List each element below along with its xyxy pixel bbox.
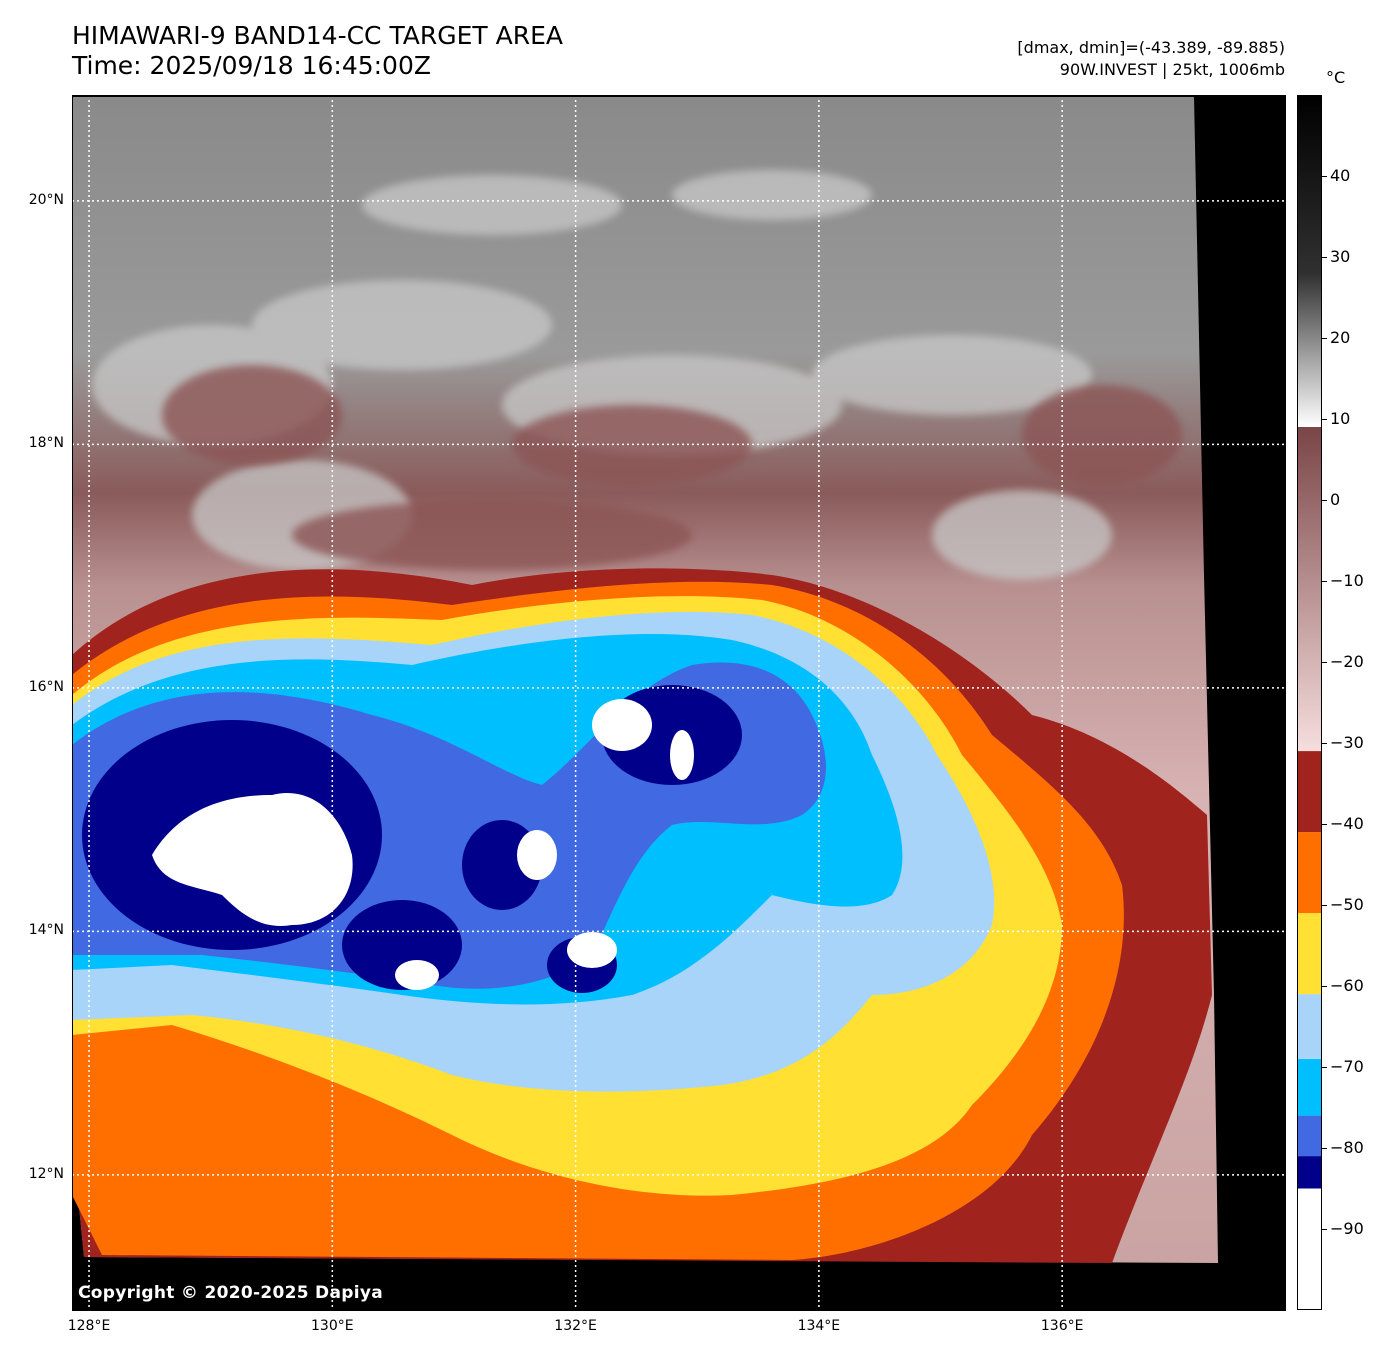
colorbar-gradient [1297, 95, 1322, 752]
temperature-range-label: [dmax, dmin]=(-43.389, -89.885) [1017, 38, 1285, 57]
colorbar-segment [1297, 994, 1322, 1059]
colorbar-tickmark [1322, 743, 1327, 744]
colorbar-segment [1297, 1188, 1322, 1310]
colorbar-tick-label: −30 [1330, 733, 1364, 752]
colorbar-tick-label: −90 [1330, 1219, 1364, 1238]
infrared-imagery [72, 95, 1286, 1310]
colorbar-tickmark [1322, 338, 1327, 339]
colorbar-tickmark [1322, 176, 1327, 177]
colorbar-tickmark [1322, 500, 1327, 501]
colorbar-tickmark [1322, 905, 1327, 906]
colorbar-segment [1297, 751, 1322, 833]
colorbar-tickmark [1322, 1067, 1327, 1068]
colorbar-tick-label: 20 [1330, 328, 1351, 347]
colorbar-tick-label: −60 [1330, 976, 1364, 995]
colorbar-segment [1297, 1156, 1322, 1189]
colorbar-segment [1297, 832, 1322, 914]
latitude-label: 12°N [28, 1165, 64, 1182]
colorbar [1297, 95, 1322, 1310]
cloud-field [72, 170, 1212, 1263]
latitude-label: 18°N [28, 435, 64, 452]
colorbar-tickmark [1322, 419, 1327, 420]
satellite-map [72, 95, 1286, 1310]
longitude-label: 136°E [1040, 1318, 1084, 1334]
colorbar-tick-label: −10 [1330, 571, 1364, 590]
latitude-label: 14°N [28, 922, 64, 939]
longitude-label: 132°E [554, 1318, 597, 1334]
colorbar-tickmark [1322, 1148, 1327, 1149]
longitude-label: 128°E [67, 1318, 111, 1334]
copyright-label: Copyright © 2020-2025 Dapiya [78, 1283, 383, 1303]
colorbar-tick-label: −70 [1330, 1057, 1364, 1076]
colorbar-tick-label: −50 [1330, 895, 1364, 914]
chart-title: HIMAWARI-9 BAND14-CC TARGET AREA [72, 21, 564, 50]
longitude-label: 134°E [797, 1318, 841, 1334]
colorbar-segment [1297, 913, 1322, 995]
graticule [72, 95, 1286, 1310]
colorbar-tick-label: −80 [1330, 1138, 1364, 1157]
colorbar-tickmark [1322, 257, 1327, 258]
colorbar-tick-label: 0 [1330, 490, 1341, 509]
colorbar-tick-label: −20 [1330, 652, 1364, 671]
colorbar-tick-label: −40 [1330, 814, 1364, 833]
colorbar-tickmark [1322, 662, 1327, 663]
colorbar-tickmark [1322, 581, 1327, 582]
colorbar-segment [1297, 1058, 1322, 1116]
colorbar-tickmark [1322, 1229, 1327, 1230]
colorbar-tick-label: 40 [1330, 166, 1351, 185]
chart-time: Time: 2025/09/18 16:45:00Z [72, 51, 431, 80]
colorbar-tick-label: 10 [1330, 409, 1351, 428]
latitude-label: 20°N [28, 191, 64, 208]
colorbar-unit: °C [1326, 68, 1346, 87]
latitude-label: 16°N [28, 678, 64, 695]
colorbar-tick-label: 30 [1330, 247, 1351, 266]
colorbar-segment [1297, 1115, 1322, 1157]
storm-info-label: 90W.INVEST | 25kt, 1006mb [1059, 60, 1285, 79]
colorbar-tickmark [1322, 824, 1327, 825]
longitude-label: 130°E [311, 1318, 354, 1334]
colorbar-tickmark [1322, 986, 1327, 987]
